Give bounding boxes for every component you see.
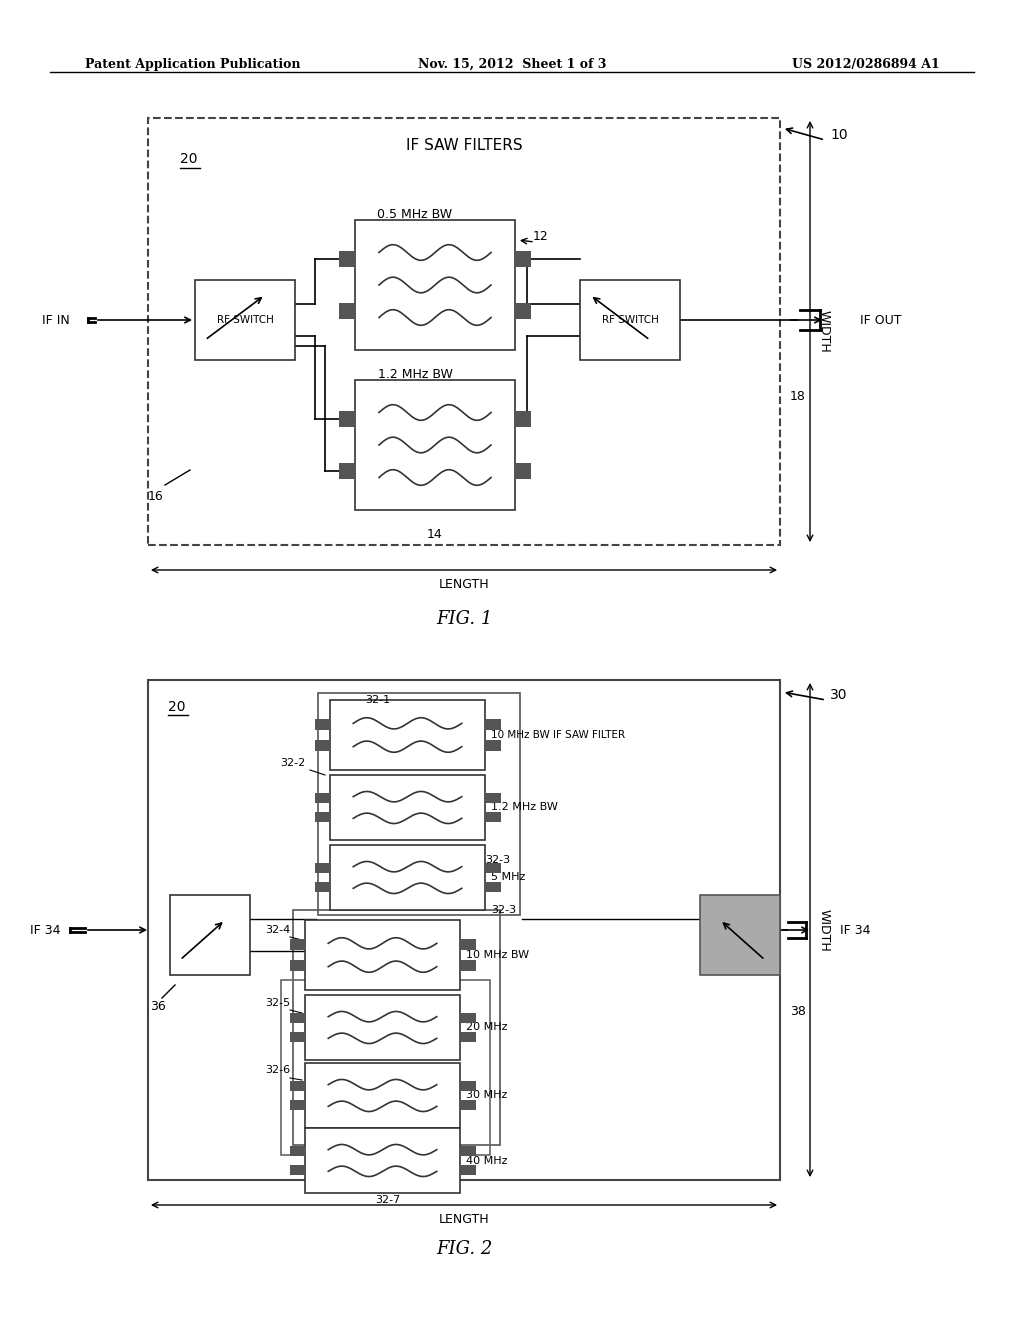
Bar bbox=[290, 1012, 305, 1023]
Text: IF SAW FILTERS: IF SAW FILTERS bbox=[406, 139, 522, 153]
Bar bbox=[460, 1101, 475, 1110]
Text: WIDTH: WIDTH bbox=[818, 310, 831, 352]
Text: 32-3: 32-3 bbox=[485, 855, 510, 865]
Text: LENGTH: LENGTH bbox=[438, 578, 489, 591]
Text: 32-1: 32-1 bbox=[365, 696, 390, 705]
Bar bbox=[515, 304, 531, 319]
Text: 30: 30 bbox=[830, 688, 848, 702]
Bar bbox=[355, 220, 515, 350]
Text: IF OUT: IF OUT bbox=[860, 314, 901, 326]
Bar bbox=[460, 940, 475, 950]
Bar bbox=[485, 741, 501, 751]
Text: 32-6: 32-6 bbox=[265, 1065, 290, 1074]
Bar bbox=[460, 1166, 475, 1175]
Bar bbox=[281, 979, 490, 1155]
Bar bbox=[355, 380, 515, 510]
Bar bbox=[290, 1101, 305, 1110]
Text: 10: 10 bbox=[830, 128, 848, 143]
Bar bbox=[330, 845, 485, 909]
Bar bbox=[485, 793, 501, 803]
Bar bbox=[318, 693, 520, 915]
Text: 30 MHz: 30 MHz bbox=[466, 1090, 507, 1101]
Bar bbox=[515, 251, 531, 267]
Bar bbox=[314, 741, 330, 751]
Bar bbox=[330, 775, 485, 840]
Bar bbox=[290, 1146, 305, 1155]
Bar bbox=[314, 812, 330, 822]
Bar bbox=[148, 680, 780, 1180]
Text: LENGTH: LENGTH bbox=[438, 1213, 489, 1226]
Bar bbox=[339, 412, 355, 426]
Bar bbox=[195, 280, 295, 360]
Bar bbox=[305, 995, 460, 1060]
Bar bbox=[485, 882, 501, 892]
Bar bbox=[330, 700, 485, 770]
Text: RF SWITCH: RF SWITCH bbox=[216, 315, 273, 325]
Bar bbox=[293, 909, 500, 1144]
Bar bbox=[460, 1012, 475, 1023]
Text: Patent Application Publication: Patent Application Publication bbox=[85, 58, 300, 71]
Text: 20: 20 bbox=[168, 700, 185, 714]
Text: 36: 36 bbox=[150, 1001, 166, 1012]
Bar bbox=[700, 895, 780, 975]
Text: 38: 38 bbox=[790, 1005, 806, 1018]
Bar bbox=[290, 960, 305, 970]
Bar bbox=[460, 1146, 475, 1155]
Bar bbox=[485, 812, 501, 822]
Text: 14: 14 bbox=[427, 528, 442, 541]
Text: IF IN: IF IN bbox=[42, 314, 70, 326]
Text: 10 MHz BW IF SAW FILTER: 10 MHz BW IF SAW FILTER bbox=[490, 730, 625, 741]
Text: WIDTH: WIDTH bbox=[818, 908, 831, 952]
Bar bbox=[460, 1081, 475, 1090]
Bar bbox=[485, 719, 501, 730]
Bar bbox=[515, 463, 531, 479]
Bar bbox=[170, 895, 250, 975]
Text: US 2012/0286894 A1: US 2012/0286894 A1 bbox=[793, 58, 940, 71]
Bar bbox=[339, 251, 355, 267]
Text: IF 34: IF 34 bbox=[30, 924, 60, 936]
Text: 12: 12 bbox=[534, 230, 549, 243]
Bar bbox=[460, 960, 475, 970]
Text: 32-3: 32-3 bbox=[490, 906, 516, 915]
Bar bbox=[339, 463, 355, 479]
Text: FIG. 2: FIG. 2 bbox=[436, 1239, 493, 1258]
Text: FIG. 1: FIG. 1 bbox=[436, 610, 493, 628]
Text: RF SWITCH: RF SWITCH bbox=[601, 315, 658, 325]
Bar bbox=[314, 719, 330, 730]
Bar bbox=[305, 920, 460, 990]
Text: 32-2: 32-2 bbox=[280, 758, 305, 768]
Bar bbox=[460, 1032, 475, 1041]
Text: 20: 20 bbox=[180, 152, 198, 166]
Bar bbox=[314, 863, 330, 873]
Text: 16: 16 bbox=[148, 490, 164, 503]
Text: 32-5: 32-5 bbox=[265, 998, 290, 1008]
Bar bbox=[148, 117, 780, 545]
Text: 32-4: 32-4 bbox=[265, 925, 290, 935]
Text: 20 MHz: 20 MHz bbox=[466, 1023, 508, 1032]
Bar bbox=[580, 280, 680, 360]
Bar bbox=[305, 1063, 460, 1129]
Text: 1.2 MHz BW: 1.2 MHz BW bbox=[378, 368, 453, 381]
Text: 1.2 MHz BW: 1.2 MHz BW bbox=[490, 803, 558, 813]
Text: IF 34: IF 34 bbox=[840, 924, 870, 936]
Bar bbox=[305, 1129, 460, 1193]
Bar bbox=[339, 304, 355, 319]
Bar bbox=[290, 1166, 305, 1175]
Text: 5 MHz: 5 MHz bbox=[490, 873, 525, 883]
Text: 0.5 MHz BW: 0.5 MHz BW bbox=[378, 209, 453, 220]
Bar bbox=[515, 412, 531, 426]
Text: 32-7: 32-7 bbox=[376, 1195, 400, 1205]
Bar bbox=[290, 940, 305, 950]
Text: 10 MHz BW: 10 MHz BW bbox=[466, 950, 529, 960]
Bar bbox=[290, 1081, 305, 1090]
Text: 40 MHz: 40 MHz bbox=[466, 1155, 508, 1166]
Bar bbox=[314, 882, 330, 892]
Bar bbox=[314, 793, 330, 803]
Text: 18: 18 bbox=[790, 389, 806, 403]
Text: Nov. 15, 2012  Sheet 1 of 3: Nov. 15, 2012 Sheet 1 of 3 bbox=[418, 58, 606, 71]
Bar bbox=[485, 863, 501, 873]
Bar bbox=[290, 1032, 305, 1041]
